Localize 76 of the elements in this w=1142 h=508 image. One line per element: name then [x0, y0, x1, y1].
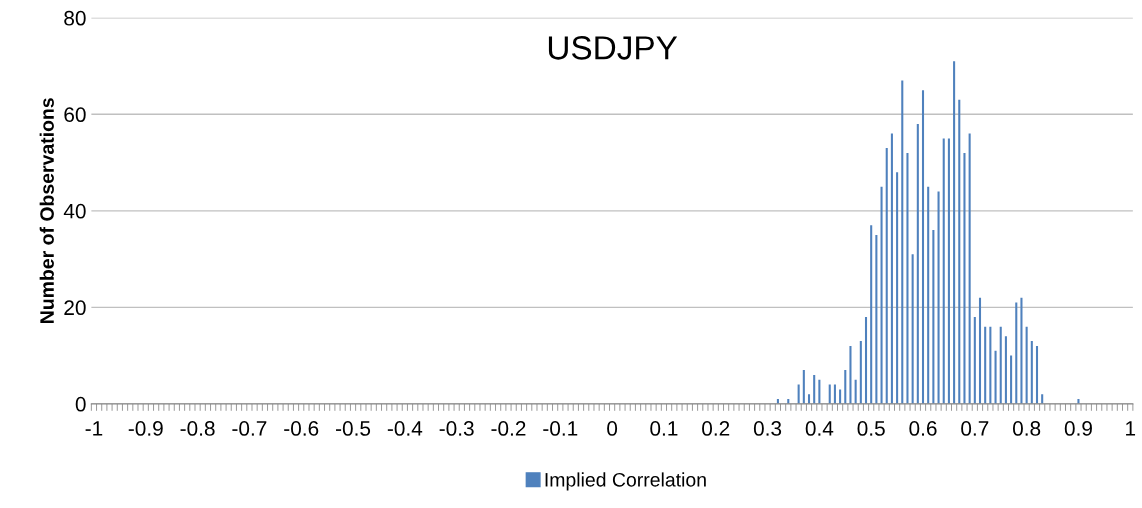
- x-tick-label: -0.3: [439, 421, 474, 436]
- bar: [932, 230, 935, 404]
- bar: [989, 326, 992, 404]
- bar: [1004, 336, 1007, 404]
- bar: [994, 350, 997, 404]
- x-tick-label: -0.1: [543, 421, 578, 436]
- bar: [839, 389, 842, 404]
- bar: [968, 133, 971, 404]
- bar: [953, 61, 956, 404]
- bar: [927, 186, 930, 404]
- x-tick-label: -0.7: [232, 421, 267, 436]
- legend-label: Implied Correlation: [545, 472, 706, 491]
- x-tick-label: -0.2: [491, 421, 526, 436]
- bar: [1030, 341, 1033, 404]
- bar: [916, 123, 919, 404]
- x-tick-label: 0.1: [650, 421, 678, 436]
- x-tick-label: 0.2: [702, 421, 730, 436]
- bar: [958, 99, 961, 404]
- bar: [859, 341, 862, 404]
- bar: [1020, 297, 1023, 404]
- bar: [849, 345, 852, 404]
- bar: [833, 384, 836, 404]
- bar: [844, 370, 847, 404]
- y-axis-title: Number of Observations: [39, 98, 54, 323]
- bar: [1015, 302, 1018, 404]
- bar: [911, 254, 914, 404]
- bar: [890, 133, 893, 404]
- x-tick-label: 0.3: [753, 421, 782, 436]
- y-tick-label: 0: [75, 396, 86, 412]
- bar: [906, 152, 909, 404]
- bar: [999, 326, 1002, 404]
- bar: [807, 394, 811, 404]
- bar: [875, 234, 878, 404]
- bar: [901, 80, 904, 404]
- bar: [1025, 326, 1028, 404]
- bar: [984, 326, 987, 404]
- bar: [864, 316, 868, 404]
- x-tick-label: -0.8: [180, 421, 215, 436]
- bar: [1035, 345, 1039, 404]
- x-tick-label: 0.6: [909, 421, 937, 436]
- bar: [978, 297, 982, 404]
- x-tick-label: 0.8: [1012, 421, 1041, 436]
- x-tick-label: 1: [1126, 421, 1136, 436]
- y-tick-label: 80: [64, 10, 86, 26]
- bar: [896, 172, 899, 404]
- bar: [828, 384, 831, 404]
- x-tick-label: 0.9: [1064, 421, 1092, 436]
- bar: [937, 191, 940, 404]
- bar: [963, 152, 966, 404]
- bar: [797, 384, 800, 404]
- x-tick-label: 0: [607, 421, 618, 436]
- bar: [813, 374, 816, 404]
- bar: [947, 138, 950, 404]
- bar: [854, 379, 857, 404]
- x-tick-label: -0.5: [336, 421, 371, 436]
- x-tick-label: -0.6: [284, 421, 319, 436]
- y-tick-label: 60: [64, 107, 86, 123]
- bar: [870, 225, 873, 404]
- x-tick-label: -0.4: [387, 421, 423, 436]
- y-tick-label: 20: [64, 300, 86, 316]
- x-tick-label: 0.4: [805, 421, 834, 436]
- bar: [885, 148, 888, 404]
- x-tick-label: -0.9: [128, 421, 163, 436]
- x-tick-label: 0.5: [857, 421, 885, 436]
- bar: [818, 379, 821, 404]
- chart-title: USDJPY: [548, 36, 678, 60]
- bar: [880, 186, 883, 404]
- bar: [802, 370, 805, 404]
- bar: [921, 90, 925, 404]
- bar: [1010, 355, 1013, 404]
- bar: [1041, 394, 1044, 404]
- bar: [942, 138, 945, 404]
- x-tick-label: 0.7: [961, 421, 989, 436]
- bar: [973, 316, 976, 404]
- x-tick-label: -1: [85, 421, 103, 436]
- y-tick-label: 40: [63, 203, 86, 219]
